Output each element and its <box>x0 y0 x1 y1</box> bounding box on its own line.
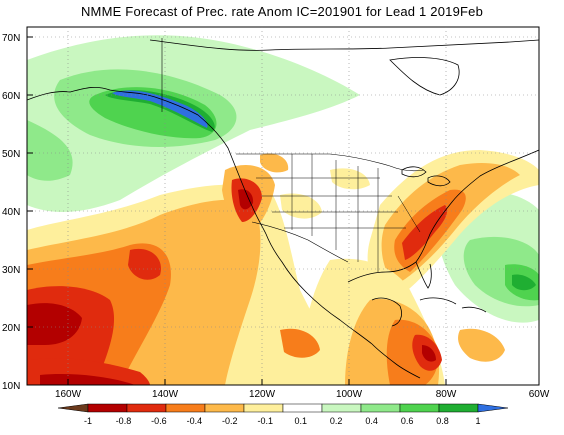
anomaly-field <box>27 35 539 385</box>
colorbar-swatch <box>126 403 167 413</box>
colorbar-label: 0.2 <box>330 416 343 426</box>
longitude-labels: 160W 140W 120W 100W 80W 60W <box>55 389 550 400</box>
lon-label: 100W <box>336 389 363 400</box>
colorbar-label: 0.4 <box>365 416 378 426</box>
colorbar-swatch <box>321 403 362 413</box>
colorbar-arrow-high <box>477 403 509 413</box>
colorbar-swatch <box>165 403 206 413</box>
lon-label: 60W <box>529 389 550 400</box>
colorbar-arrow-low <box>57 403 89 413</box>
lat-label: 30N <box>2 265 20 276</box>
colorbar-label: -0.6 <box>151 416 167 426</box>
colorbar-label: -1 <box>84 416 92 426</box>
lon-label: 140W <box>152 389 179 400</box>
colorbar-label: -0.2 <box>222 416 238 426</box>
lat-label: 40N <box>2 207 20 218</box>
lat-label: 60N <box>2 91 20 102</box>
colorbar-swatch <box>282 403 323 413</box>
map-title: NMME Forecast of Prec. rate Anom IC=2019… <box>80 4 484 19</box>
state-boundaries <box>256 154 421 272</box>
axis-ticks <box>27 36 447 385</box>
plot-frame <box>26 26 540 386</box>
gridlines <box>27 27 539 385</box>
latitude-labels: 70N 60N 50N 40N 30N 20N 10N <box>2 33 20 392</box>
colorbar-label: 0.6 <box>401 416 414 426</box>
colorbar-swatch <box>87 403 128 413</box>
lat-label: 70N <box>2 33 20 44</box>
lon-label: 160W <box>55 389 82 400</box>
colorbar-swatch <box>204 403 245 413</box>
coastlines <box>27 38 539 379</box>
colorbar-label: -0.8 <box>116 416 132 426</box>
lon-label: 80W <box>436 389 457 400</box>
lat-label: 20N <box>2 323 20 334</box>
colorbar-label: 0.1 <box>294 416 307 426</box>
colorbar-label: 1 <box>475 416 480 426</box>
colorbar-swatch <box>438 403 479 413</box>
lon-label: 120W <box>249 389 276 400</box>
lat-label: 10N <box>2 381 20 392</box>
colorbar-swatch <box>243 403 284 413</box>
colorbar-label: -0.4 <box>187 416 203 426</box>
colorbar-swatch <box>360 403 401 413</box>
colorbar-swatch <box>399 403 440 413</box>
colorbar-label: -0.1 <box>258 416 274 426</box>
lat-label: 50N <box>2 149 20 160</box>
colorbar-label: 0.8 <box>436 416 449 426</box>
colorbar: -1 -0.8 -0.6 -0.4 -0.2 -0.1 0.1 0.2 0.4 0.6 0.8 1 <box>57 403 509 426</box>
